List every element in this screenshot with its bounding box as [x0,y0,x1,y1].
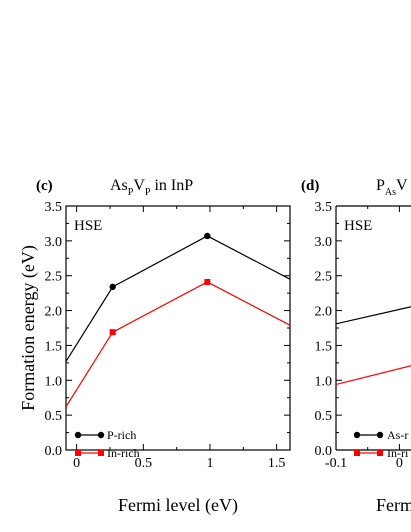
legend-in-rich-marker-1 [75,450,81,456]
legend-as-rich-marker-1 [353,431,361,439]
panel-c: (c) AsPVP in InP 0.00.51.01.52.02.53.03.… [18,177,291,516]
legend-in-rich-label: In-rich [107,446,140,460]
y-tick-label: 2.0 [45,305,63,320]
legend-as-rich-marker-2 [376,431,384,439]
panel-c-title-part-2: V [133,177,145,194]
series-0-line [66,235,290,362]
x-tick-label: 1 [207,456,214,471]
x-tick-label: 1.5 [268,456,286,471]
panel-c-legend: P-rich In-rich [74,428,140,460]
panel-c-y-tick-labels: 0.0 0.5 1.0 1.5 2.0 2.5 3.0 3.5 [45,200,63,459]
y-tick-label: 3.5 [45,200,63,215]
y-tick-label: 1.5 [315,339,333,354]
panel-d-x-tick-labels: -0.100.1 [325,456,403,471]
panel-c-title-sub-1: P [128,187,134,198]
y-tick-label: 0.5 [45,409,63,424]
y-tick-label: 2.5 [45,270,63,285]
panel-d-hse-annotation: HSE [344,218,372,234]
panel-d-label: (d) [301,178,319,194]
y-tick-label: 0.5 [315,409,333,424]
y-tick-label: 3.5 [315,200,333,215]
series-1-marker [204,278,211,285]
panel-d: (d) PAsV 0.0 0.5 1.0 1.5 2.0 2.5 3.0 3.5 -0.1 0 0… [301,177,411,515]
legend-p-rich-marker-2 [97,431,105,439]
legend-d-in-rich-marker-2 [377,450,383,456]
panel-c-hse-annotation: HSE [74,218,102,234]
legend-as-rich-label: As-r [387,428,408,442]
panel-d-series [336,306,411,386]
legend-d-in-rich-label: In-ri [387,446,409,460]
legend-p-rich-label: P-rich [107,428,136,442]
y-tick-label: 0.0 [45,444,63,459]
x-tick-label: 0 [396,456,403,471]
y-tick-label: 1.0 [315,374,333,389]
series-0-marker [204,232,211,240]
x-tick-label: -0.1 [325,456,347,471]
series-1-marker [109,329,116,336]
panel-c-title-sub-2: P [145,187,151,198]
panel-c-series [66,232,290,408]
panel-d-y-tick-labels: 0.0 0.5 1.0 1.5 2.0 2.5 3.0 3.5 [315,200,333,459]
panel-c-plot-frame [65,205,291,451]
series-1-line [336,365,411,386]
y-tick-label: 1.0 [45,374,63,389]
panel-d-x-axis-label: Ferm [376,495,411,515]
y-tick-label: 3.0 [315,235,333,250]
x-tick-label: 0 [73,456,80,471]
legend-p-rich-marker-1 [74,431,82,439]
panel-d-title-sub-1: As [385,187,396,198]
panel-c-title-part-1: As [110,177,128,194]
panel-c-x-tick-labels: 0 0.5 1 1.5 [73,456,285,471]
x-tick-label: 0.5 [135,456,153,471]
series-0-line [336,306,411,325]
panel-c-x-axis-label: Fermi level (eV) [118,495,238,516]
panel-d-legend: As-r In-ri [353,428,409,460]
panel-d-title-part-1: P [376,177,385,194]
y-tick-label: 1.5 [45,339,63,354]
y-tick-label: 2.5 [315,270,333,285]
panel-d-title: PAsV [376,177,408,198]
y-tick-label: 0.0 [315,444,333,459]
y-tick-label: 2.0 [315,305,333,320]
panel-c-label: (c) [36,178,53,194]
legend-d-in-rich-marker-1 [354,450,360,456]
panel-d-ticks [335,205,400,451]
series-1-line [66,281,290,408]
series-0-marker [109,283,116,291]
legend-in-rich-marker-2 [98,450,104,456]
panel-c-title-part-3: in InP [150,177,193,194]
panel-c-ticks [66,205,290,451]
panel-d-title-part-2: V [396,177,408,194]
panel-c-title: AsPVP in InP [110,177,193,198]
panel-c-y-axis-label: Formation energy (eV) [18,245,39,411]
y-tick-label: 3.0 [45,235,63,250]
